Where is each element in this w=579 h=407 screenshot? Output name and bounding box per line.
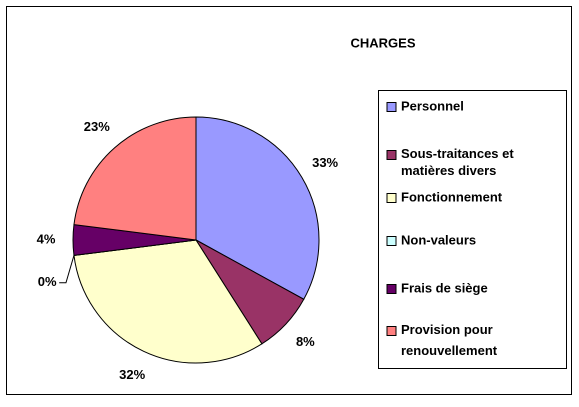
chart-title: CHARGES xyxy=(350,35,415,50)
legend-swatch xyxy=(386,150,397,160)
leader-line xyxy=(59,255,75,284)
legend-box xyxy=(378,90,567,369)
data-label: 0% xyxy=(38,274,57,289)
legend-label: Fonctionnement xyxy=(401,189,503,204)
data-label: 23% xyxy=(84,119,110,134)
pie-slice xyxy=(73,116,197,241)
legend-swatch xyxy=(386,102,397,112)
legend-label: Provision pour renouvellement xyxy=(401,322,498,358)
legend-label: Personnel xyxy=(401,98,464,113)
legend-label: Non-valeurs xyxy=(401,232,476,247)
data-label: 33% xyxy=(312,155,338,170)
pie-slice xyxy=(73,239,263,364)
legend-swatch xyxy=(386,284,397,294)
legend-swatch xyxy=(386,236,397,246)
legend-swatch xyxy=(386,326,397,336)
legend-swatch xyxy=(386,193,397,203)
data-label: 32% xyxy=(119,367,145,382)
data-label: 8% xyxy=(296,334,315,349)
legend-label: Frais de siège xyxy=(401,280,488,295)
data-label: 4% xyxy=(37,231,56,246)
legend-label: Sous-traitances et matières divers xyxy=(401,146,517,178)
pie-slice xyxy=(195,116,320,300)
